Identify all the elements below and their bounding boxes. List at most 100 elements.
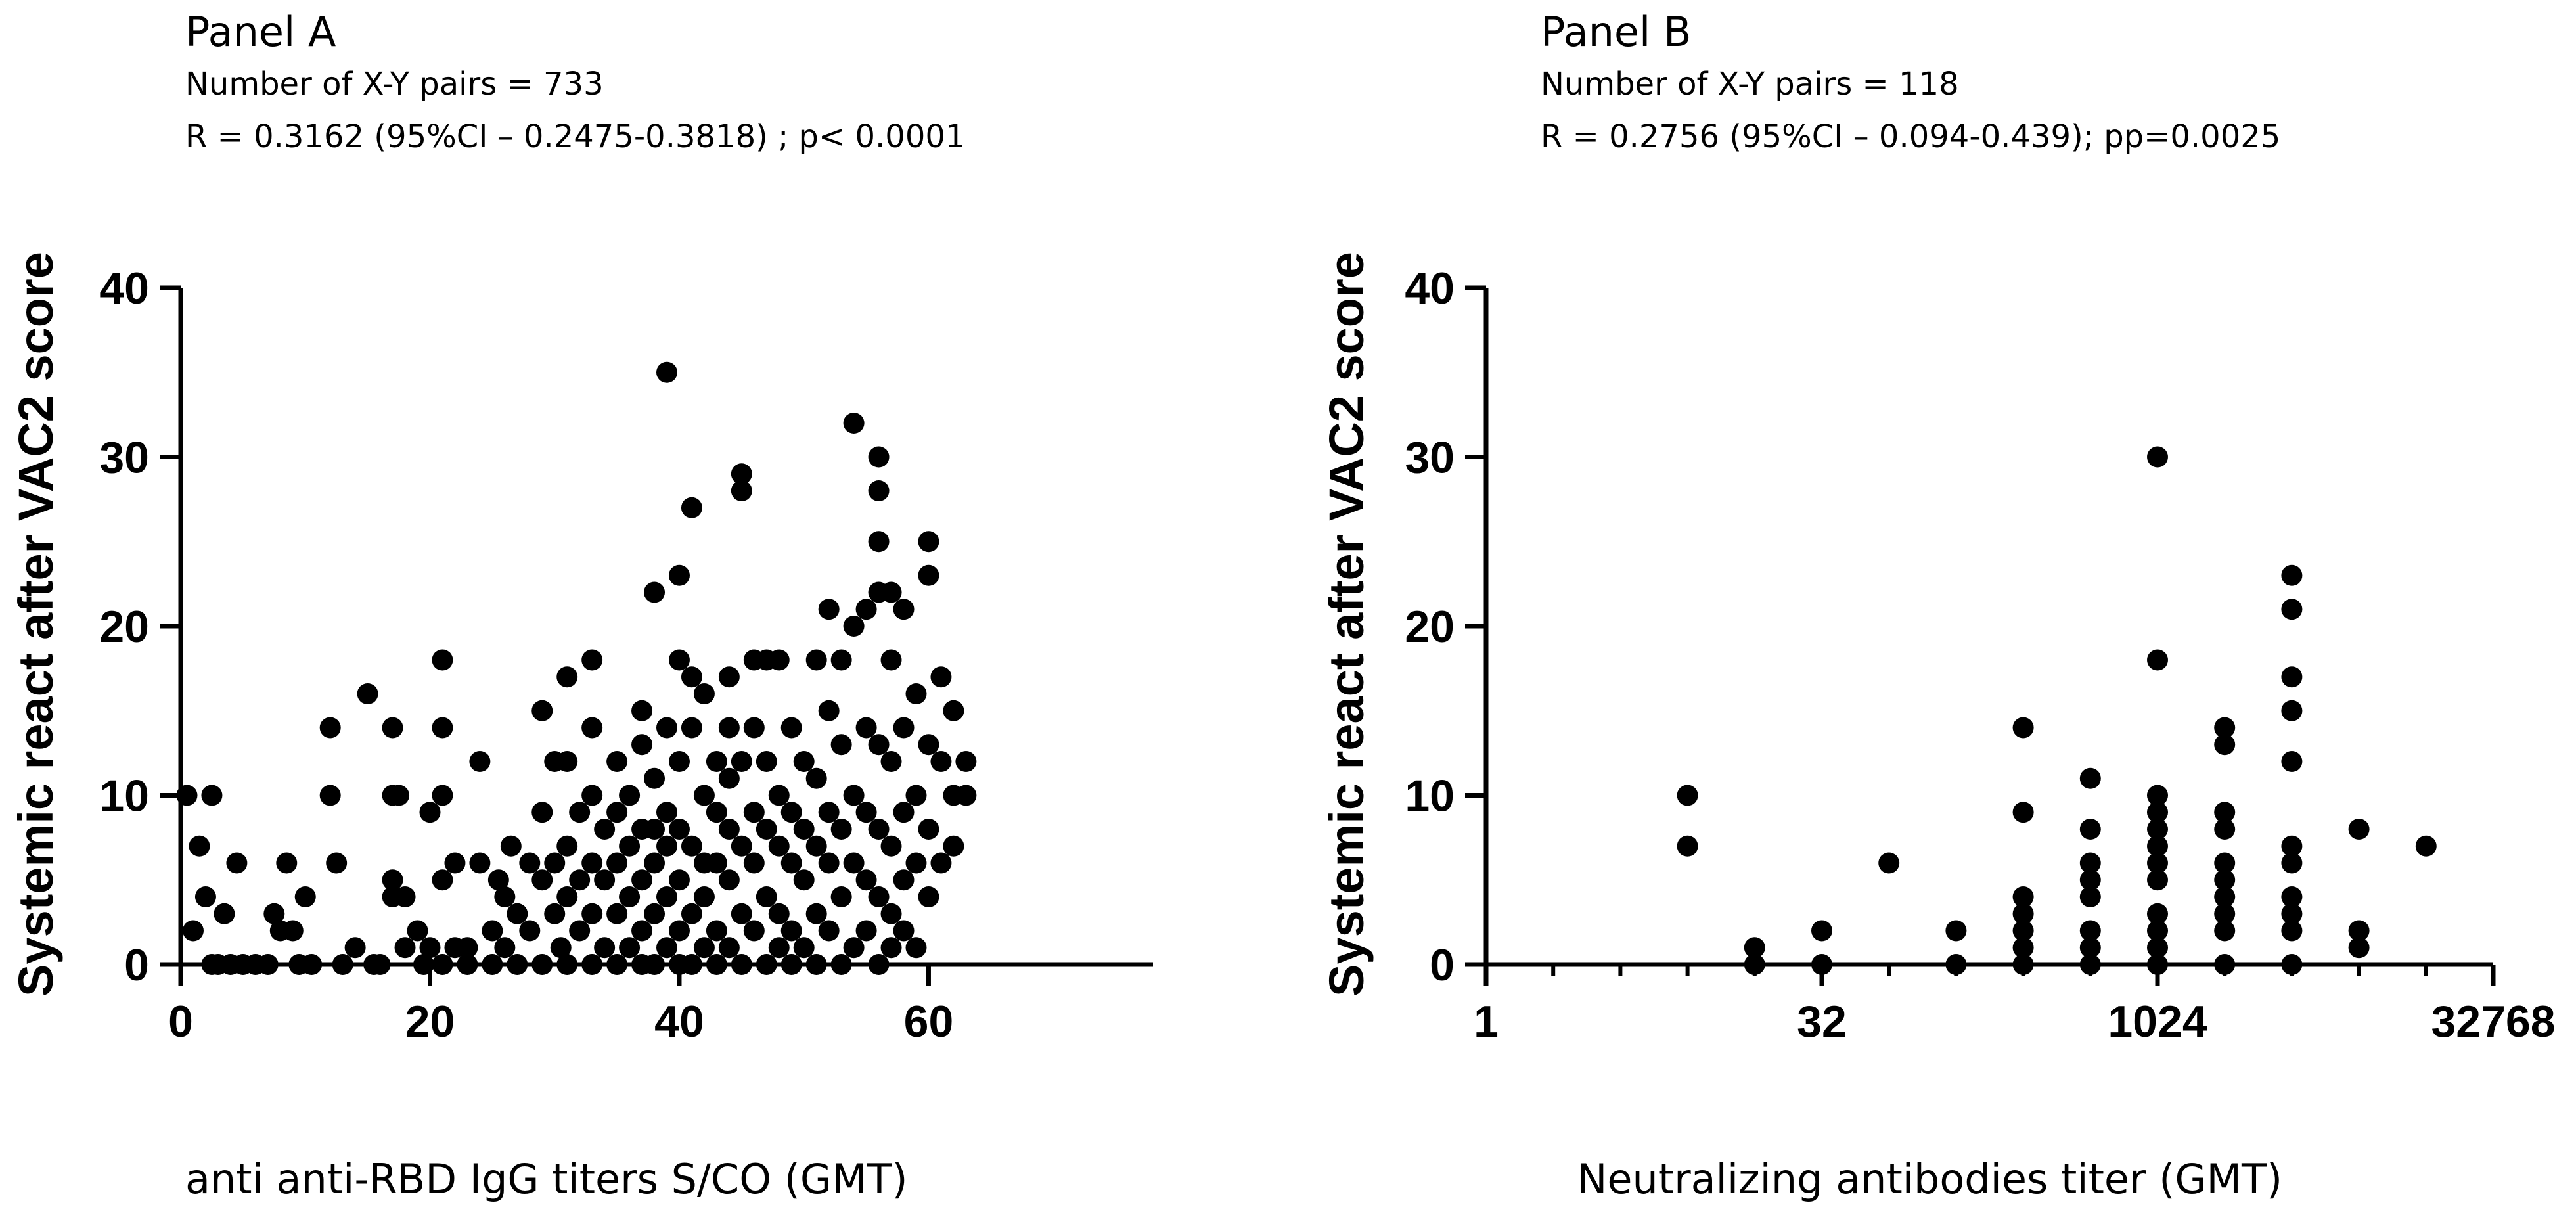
data-point (2147, 446, 2168, 468)
data-point (718, 869, 740, 891)
data-point (2214, 734, 2236, 756)
panel-b-ylabel: Systemic react after VAC2 score (1319, 252, 1374, 997)
data-point (644, 581, 666, 603)
panel-a-plot: 0 10 20 30 40 0 20 40 60 Systemic react after VAC… (9, 252, 1153, 1047)
data-point (818, 700, 840, 721)
data-point (319, 717, 341, 739)
data-point (855, 920, 877, 942)
data-point (2012, 920, 2034, 942)
panel-b-y-tick-label: 40 (1405, 263, 1455, 313)
data-point (594, 937, 616, 959)
data-point (569, 802, 591, 823)
data-point (507, 954, 528, 975)
data-point (2147, 802, 2168, 823)
data-point (594, 819, 616, 840)
data-point (905, 683, 927, 704)
data-point (619, 785, 641, 806)
data-point (332, 954, 353, 975)
panel-b-title: Panel B (1541, 8, 1692, 56)
data-point (644, 767, 666, 789)
data-point (681, 835, 702, 857)
data-point (556, 666, 578, 688)
data-point (544, 852, 566, 874)
panel-a-stats: R = 0.3162 (95%CI – 0.2475-0.3818) ; p< … (185, 118, 966, 155)
data-point (457, 937, 478, 959)
data-point (214, 903, 235, 924)
data-point (780, 717, 802, 739)
data-point (394, 937, 416, 959)
data-point (519, 920, 541, 942)
data-point (631, 700, 653, 721)
data-point (793, 869, 815, 891)
data-point (344, 937, 366, 959)
data-point (930, 852, 952, 874)
data-point (644, 819, 666, 840)
data-point (326, 852, 348, 874)
data-point (2147, 649, 2168, 671)
data-point (2214, 717, 2236, 739)
data-point (2348, 920, 2370, 942)
panel-a-title: Panel A (185, 8, 336, 56)
data-point (2079, 869, 2101, 891)
data-point (681, 717, 702, 739)
data-point (830, 734, 852, 756)
data-point (631, 869, 653, 891)
data-point (768, 937, 790, 959)
data-point (2214, 903, 2236, 924)
data-point (2214, 852, 2236, 874)
data-point (793, 751, 815, 772)
data-point (2214, 920, 2236, 942)
data-point (388, 785, 410, 806)
data-point (768, 835, 790, 857)
data-point (189, 835, 210, 857)
data-point (432, 869, 453, 891)
panel-b-xlabel: Neutralizing antibodies titer (GMT) (1577, 1155, 2283, 1203)
data-point (830, 649, 852, 671)
data-point (2079, 954, 2101, 975)
data-point (2147, 937, 2168, 959)
data-point (843, 937, 865, 959)
data-point (419, 802, 441, 823)
data-point (868, 531, 890, 553)
data-point (855, 869, 877, 891)
data-point (2147, 852, 2168, 874)
data-point (581, 717, 603, 739)
data-point (581, 649, 603, 671)
data-point (2012, 937, 2034, 959)
data-point (731, 835, 752, 857)
panel-b-y-tick-label: 0 (1430, 940, 1455, 990)
data-point (943, 835, 964, 857)
data-point (319, 785, 341, 806)
data-point (2214, 869, 2236, 891)
data-point (444, 852, 466, 874)
data-point (830, 819, 852, 840)
data-point (619, 937, 641, 959)
data-point (930, 666, 952, 688)
data-point (893, 920, 915, 942)
data-point (2012, 886, 2034, 907)
data-point (1677, 785, 1698, 806)
data-point (2281, 903, 2303, 924)
data-point (1744, 937, 1765, 959)
data-point (830, 954, 852, 975)
data-point (718, 717, 740, 739)
data-point (2012, 954, 2034, 975)
data-point (805, 835, 827, 857)
data-point (880, 649, 902, 671)
data-point (556, 835, 578, 857)
panel-a-x-tick-label: 20 (405, 997, 455, 1047)
data-point (556, 954, 578, 975)
data-point (731, 751, 752, 772)
data-point (531, 700, 553, 721)
data-point (756, 954, 777, 975)
data-point (868, 734, 890, 756)
data-point (2348, 937, 2370, 959)
data-point (257, 954, 279, 975)
data-point (868, 819, 890, 840)
panel-a-y-tick-label: 0 (124, 940, 149, 990)
data-point (2079, 886, 2101, 907)
data-point (731, 903, 752, 924)
data-point (1677, 835, 1698, 857)
data-point (2079, 937, 2101, 959)
data-point (793, 819, 815, 840)
